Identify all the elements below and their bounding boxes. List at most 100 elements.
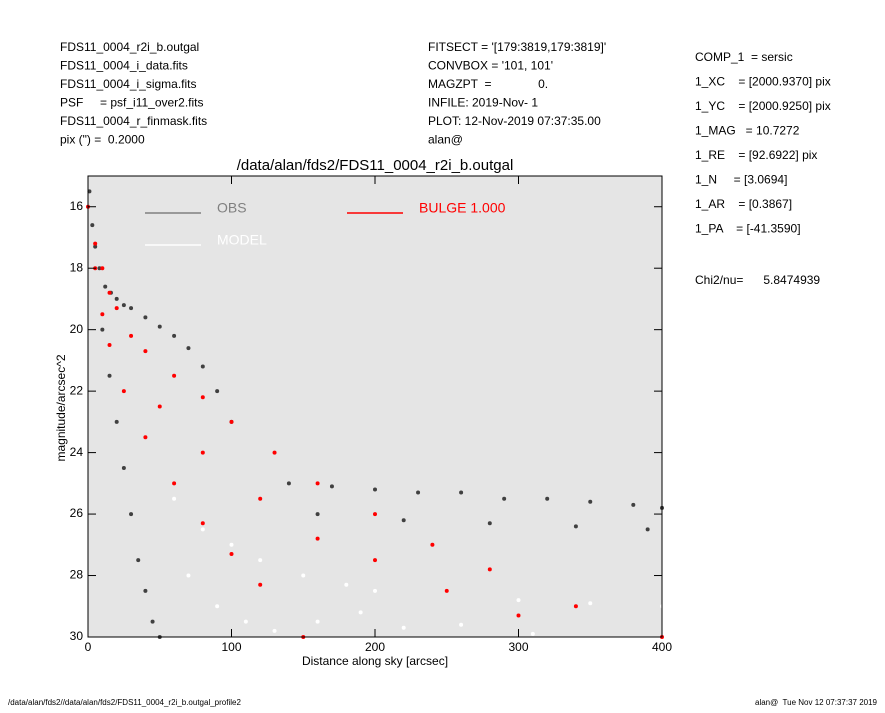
data-point [286,481,291,486]
data-point [172,481,177,486]
header-text: FDS11_0004_i_data.fits [60,59,188,73]
data-point [200,450,205,455]
data-point [129,512,134,517]
data-point [416,490,421,495]
parameter-text: COMP_1 = sersic [695,50,793,64]
data-point [136,558,141,563]
data-point [229,542,234,547]
data-point [143,588,148,593]
data-point [373,512,377,517]
data-point [645,527,650,532]
y-tick-label: 28 [70,568,84,582]
data-point [545,496,550,501]
y-tick-label: 26 [70,506,84,520]
data-point [401,625,406,630]
data-point [114,296,119,301]
data-point [157,404,162,409]
header-text: PLOT: 12-Nov-2019 07:37:35.00 [428,114,601,128]
data-point [243,619,248,624]
data-point [90,223,95,228]
data-point [430,542,435,547]
data-point [530,631,535,636]
data-point [373,588,377,593]
data-point [315,481,320,486]
parameter-text: 1_N = [3.0694] [695,173,787,187]
data-point [315,619,320,624]
header-text: pix (") = 0.2000 [60,133,145,147]
data-point [459,622,464,627]
data-point [229,419,234,424]
data-point [150,619,155,624]
y-tick-label: 16 [70,199,84,213]
legend-label: MODEL [217,232,267,248]
data-point [186,346,191,351]
data-point [272,628,277,633]
data-point [103,284,108,289]
data-point [129,306,134,311]
header-text: alan@ [428,133,463,147]
x-tick-label: 0 [85,640,92,654]
parameter-text: 1_AR = [0.3867] [695,197,792,211]
legend-label: OBS [217,200,247,216]
data-point [121,389,126,394]
data-point [502,496,507,501]
data-point [172,496,177,501]
data-point [107,290,112,295]
data-point [93,241,98,246]
data-point [588,499,593,504]
data-point [121,303,126,308]
parameter-text: 1_MAG = 10.7272 [695,124,800,138]
data-point [258,582,263,587]
data-point [215,389,220,394]
data-point [401,518,406,523]
data-point [97,266,102,271]
parameter-text: 1_YC = [2000.9250] pix [695,99,831,113]
legend-label: BULGE 1.000 [419,200,506,216]
data-point [215,604,220,609]
parameter-text: 1_RE = [92.6922] pix [695,148,817,162]
data-point [301,573,306,578]
data-point [358,610,363,615]
data-point [100,266,105,271]
header-text: FDS11_0004_i_sigma.fits [60,77,197,91]
data-point [373,487,377,492]
data-point [200,521,205,526]
header-text: PSF = psf_i11_over2.fits [60,96,204,110]
data-point [100,312,105,317]
header-text: FITSECT = '[179:3819,179:3819]' [428,40,606,54]
data-point [143,349,148,354]
data-point [186,573,191,578]
data-point [143,435,148,440]
data-point [172,373,177,378]
data-point [329,484,334,489]
data-point [272,450,277,455]
data-point [143,315,148,320]
data-point [373,558,377,563]
y-axis-label: magnitude/arcsec^2 [54,354,68,461]
data-point [121,465,126,470]
data-point [200,527,205,532]
data-point [344,582,349,587]
header-text: MAGZPT = 0. [428,77,548,91]
chart-title: /data/alan/fds2/FDS11_0004_r2i_b.outgal [237,157,514,174]
data-point [573,604,578,609]
data-point [487,567,492,572]
data-point [114,419,119,424]
x-tick-label: 400 [652,640,672,654]
parameter-text: 1_PA = [-41.3590] [695,222,801,236]
y-tick-label: 30 [70,629,84,643]
data-point [172,333,177,338]
x-tick-label: 200 [365,640,385,654]
data-point [315,512,320,517]
data-point [157,324,162,329]
data-point [631,502,636,507]
x-tick-label: 100 [221,640,241,654]
footer-right: alan@ Tue Nov 12 07:37:37 2019 [755,698,878,707]
data-point [516,598,521,603]
y-tick-label: 22 [70,383,84,397]
data-point [573,524,578,529]
data-point [588,601,593,606]
data-point [129,333,134,338]
data-point [487,521,492,526]
